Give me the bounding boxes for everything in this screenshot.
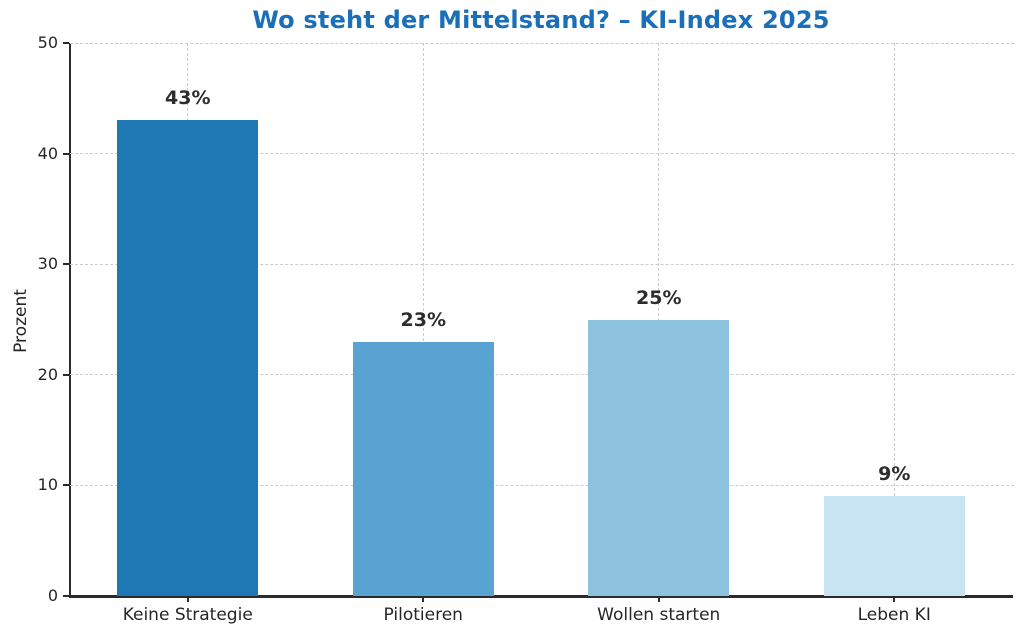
h-gridline <box>70 153 1014 155</box>
bar-value-label-keine-strategie: 43% <box>165 87 211 110</box>
x-axis-tick <box>422 596 425 602</box>
x-tick-label-keine-strategie: Keine Strategie <box>122 605 253 625</box>
y-tick-label: 50 <box>37 33 58 52</box>
x-tick-label-leben-ki: Leben KI <box>857 605 931 625</box>
y-tick-label: 20 <box>37 364 58 384</box>
v-gridline <box>893 43 895 596</box>
y-tick-label: 0 <box>47 586 58 605</box>
bar-leben-ki <box>823 496 965 596</box>
x-tick-label-pilotieren: Pilotieren <box>383 605 463 625</box>
x-axis-tick <box>893 596 896 602</box>
x-tick-label-wollen-starten: Wollen starten <box>597 605 721 625</box>
x-axis-tick <box>657 596 660 602</box>
y-axis-tick <box>63 42 69 44</box>
y-tick-label: 40 <box>37 143 58 163</box>
y-tick-label: 10 <box>37 475 58 495</box>
bar-pilotieren <box>352 341 494 596</box>
bar-keine-strategie <box>117 120 259 596</box>
bar-value-label-leben-ki: 9% <box>878 463 911 486</box>
y-axis-tick <box>63 152 69 155</box>
h-gridline <box>70 374 1014 376</box>
v-gridline <box>422 43 424 596</box>
x-axis-tick <box>186 596 189 602</box>
bar-value-label-pilotieren: 23% <box>400 308 446 331</box>
y-axis-tick <box>63 263 69 266</box>
y-axis-tick <box>63 595 69 597</box>
bar-wollen-starten <box>588 319 730 596</box>
y-axis-tick <box>63 484 69 487</box>
y-axis-tick <box>63 373 69 376</box>
bar-value-label-wollen-starten: 25% <box>636 286 682 309</box>
y-tick-label: 30 <box>37 254 58 274</box>
h-gridline <box>70 263 1014 265</box>
y-axis-line <box>69 43 71 598</box>
h-gridline <box>70 484 1014 486</box>
y-axis-label: Prozent <box>11 289 31 353</box>
h-gridline <box>70 42 1014 44</box>
x-axis-line <box>69 595 1013 598</box>
chart-title: Wo steht der Mittelstand? – KI-Index 202… <box>252 6 830 34</box>
